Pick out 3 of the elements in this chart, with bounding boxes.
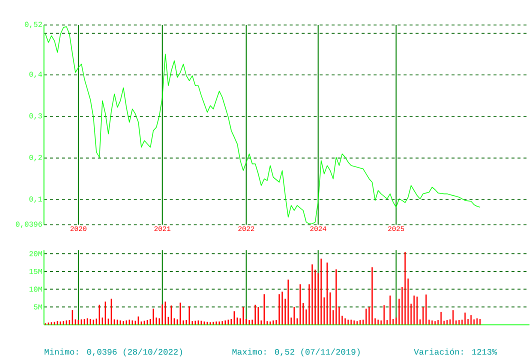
text: Maximo: 0,52 (07/11/2019) xyxy=(232,348,360,357)
text: Variación: 1213% xyxy=(414,348,498,355)
text: Minimo: 0,0396 (28/10/2022) xyxy=(44,348,182,357)
